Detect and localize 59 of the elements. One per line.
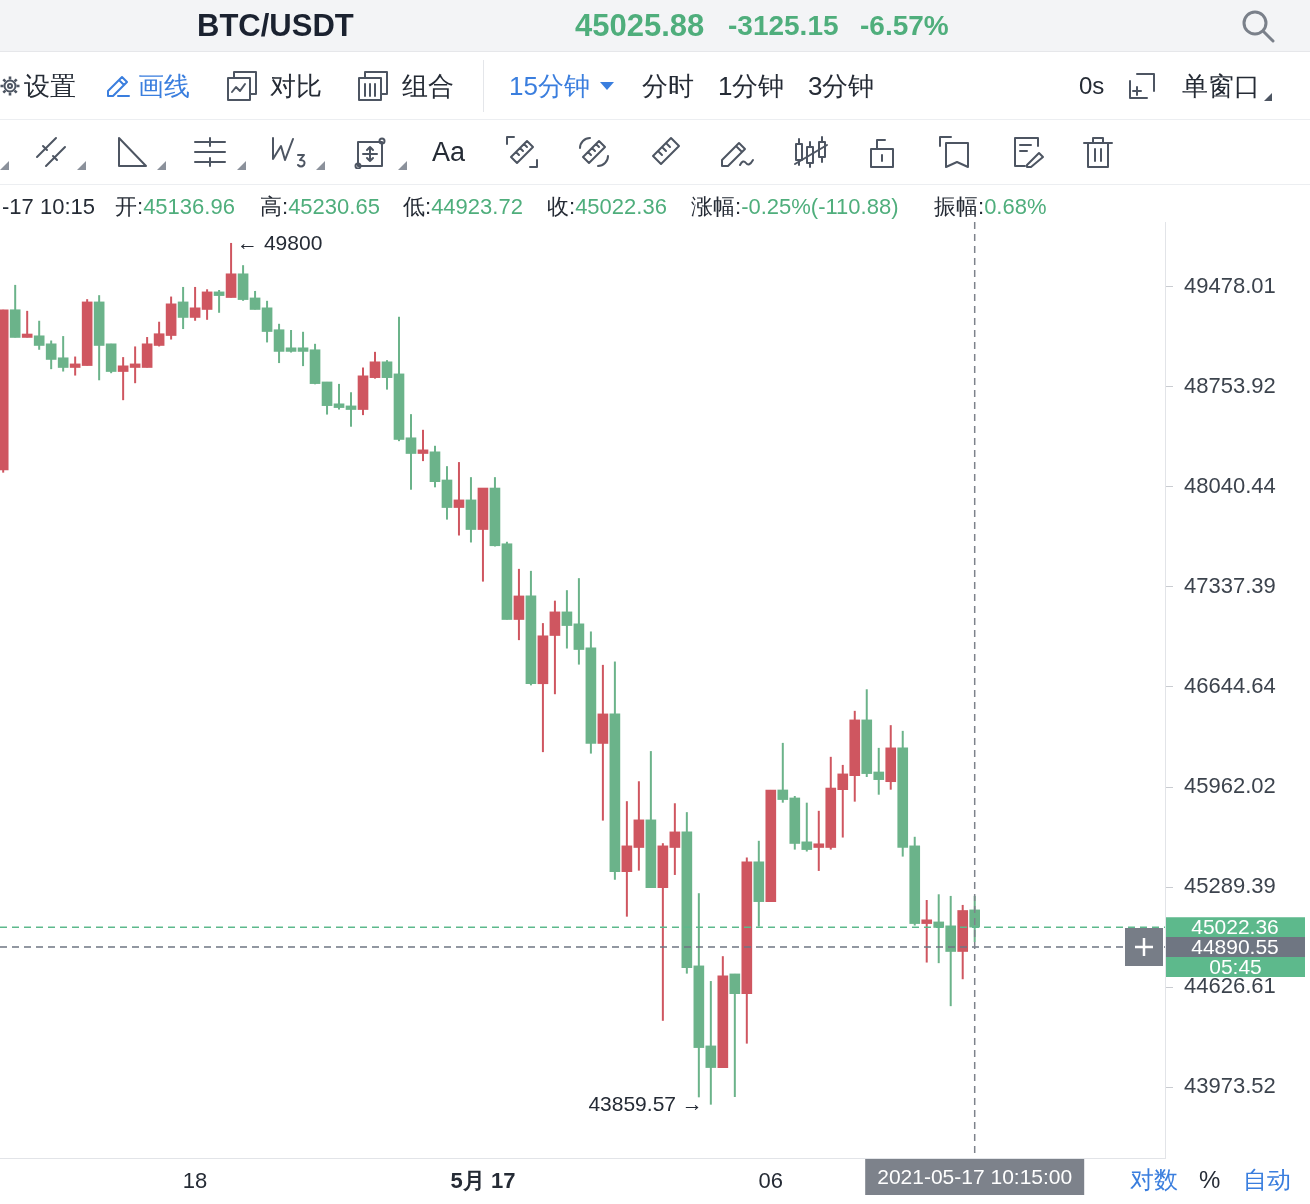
ref-line-label: 2021-05-17 10:15:00 (877, 1164, 1073, 1188)
candlestick (153, 320, 165, 348)
y-tick-label: 49478.01 (1184, 273, 1276, 299)
text: -3125.15 (728, 9, 839, 43)
text: 组合 (402, 70, 454, 103)
candlestick (381, 359, 393, 391)
text: 分时 (642, 70, 694, 103)
candlestick (333, 382, 345, 411)
candlestick (189, 285, 201, 322)
text: 单窗口 (1182, 70, 1260, 103)
text: 0s (1079, 71, 1105, 101)
text: 15分钟 (509, 70, 590, 103)
text: Aa (432, 136, 466, 169)
y-tick-label: 48753.92 (1184, 373, 1276, 399)
y-tick-label: 48040.44 (1184, 473, 1276, 499)
candlestick (405, 413, 417, 491)
candlestick (249, 289, 261, 311)
text: 05:45 (1166, 955, 1305, 978)
candlestick (453, 461, 465, 537)
y-tick-label: 45962.02 (1184, 773, 1276, 799)
x-tick-label: 5月 17 (450, 1168, 516, 1194)
y-tick-label: 47337.39 (1184, 573, 1276, 599)
annotation: 43859.57 → (588, 1092, 703, 1116)
candlestick (201, 288, 213, 321)
text: 1分钟 (718, 70, 785, 103)
text: 涨幅:-0.25%(-110.88) (691, 194, 899, 219)
candlestick (921, 898, 933, 964)
candlestick (273, 322, 285, 365)
y-tick-label: 43973.52 (1184, 1073, 1276, 1099)
candlestick (285, 329, 297, 354)
text: 自动 (1243, 1165, 1291, 1195)
y-tick-label: 46644.64 (1184, 673, 1276, 699)
text: 高:45230.65 (260, 194, 380, 219)
text: 对数 (1130, 1165, 1178, 1195)
chart-title: BTC/USDT (197, 7, 354, 45)
x-tick-label: 18 (182, 1168, 208, 1194)
candlestick (561, 589, 573, 650)
text: 画线 (138, 70, 190, 103)
text: 3分钟 (808, 70, 875, 103)
annotation: ← 49800 (237, 230, 323, 254)
text: 低:44923.72 (403, 194, 523, 219)
text: -17 10:15 (2, 193, 95, 221)
text: 开:45136.96 (115, 194, 235, 219)
candlestick (177, 285, 189, 331)
text: 收:45022.36 (547, 194, 667, 219)
candlestick (369, 350, 381, 380)
candlestick (705, 980, 717, 1106)
candlestick (729, 972, 741, 1099)
candlestick (21, 309, 33, 339)
text: -6.57% (860, 9, 949, 43)
text: 设置 (24, 70, 76, 103)
candlestick (297, 330, 309, 368)
text: 45025.88 (575, 7, 705, 45)
candlestick (669, 802, 681, 876)
text: 振幅:0.68% (934, 194, 1047, 219)
y-tick-label: 45289.39 (1184, 873, 1276, 899)
x-tick-label: 06 (758, 1168, 784, 1194)
text: 对比 (270, 70, 322, 103)
text: % (1199, 1165, 1221, 1195)
